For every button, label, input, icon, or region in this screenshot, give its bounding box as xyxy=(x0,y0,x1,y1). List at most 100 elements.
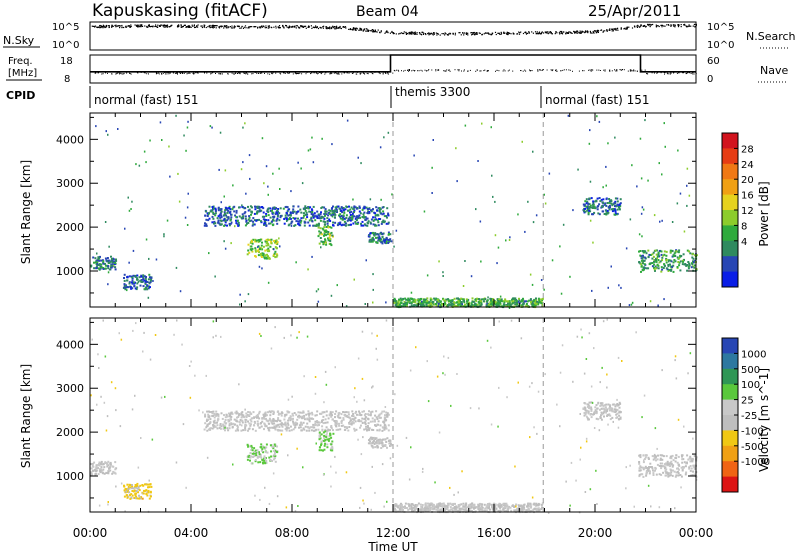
scatter-cell xyxy=(134,484,137,486)
nave-point xyxy=(120,72,122,74)
scatter-cell xyxy=(484,507,487,510)
scatter-cell xyxy=(236,219,239,222)
nave-point xyxy=(623,69,625,71)
nave-point xyxy=(115,72,117,74)
noise-point xyxy=(626,27,628,29)
scatter-cell xyxy=(450,304,453,307)
noise-point xyxy=(445,33,447,35)
noise-cell xyxy=(631,301,634,304)
nave-point xyxy=(484,69,486,71)
scatter-cell xyxy=(347,413,350,416)
scatter-cell xyxy=(279,215,282,217)
noise-point xyxy=(413,32,415,34)
scatter-cell xyxy=(273,457,276,460)
noise-point xyxy=(677,24,680,27)
cpid-segment-3: normal (fast) 151 xyxy=(545,93,649,107)
scatter-cell xyxy=(318,431,321,434)
scatter-cell xyxy=(230,415,233,418)
scatter-cell xyxy=(431,302,434,305)
scatter-cell xyxy=(694,254,697,257)
noise-cell xyxy=(551,259,554,262)
scatter-cell xyxy=(458,303,460,306)
noise-point xyxy=(466,33,468,35)
scatter-cell xyxy=(301,417,304,420)
scatter-cell xyxy=(351,410,354,413)
noise-point xyxy=(384,32,386,34)
noise-point xyxy=(516,33,518,35)
scatter-cell xyxy=(231,426,234,428)
scatter-cell xyxy=(263,417,265,420)
noise-point xyxy=(112,25,114,27)
scatter-cell xyxy=(318,230,321,233)
noise-point xyxy=(518,31,520,33)
scatter-cell xyxy=(385,427,388,430)
scatter-cell xyxy=(308,427,311,430)
nave-point xyxy=(431,69,433,71)
noise-point xyxy=(650,24,652,26)
scatter-cell xyxy=(235,222,238,225)
scatter-cell xyxy=(407,297,410,300)
scatter-cell xyxy=(104,262,106,265)
scatter-cell xyxy=(220,208,223,211)
noise-cell xyxy=(112,264,115,267)
scatter-cell xyxy=(284,206,287,209)
scatter-cell xyxy=(653,260,655,263)
scatter-cell xyxy=(378,237,381,240)
noise-point xyxy=(137,24,139,26)
scatter-cell xyxy=(273,239,276,242)
noise-point xyxy=(520,31,522,33)
nave-point xyxy=(437,69,439,71)
scatter-cell xyxy=(367,426,369,429)
scatter-cell xyxy=(216,413,219,416)
scatter-cell xyxy=(653,259,656,262)
noise-point xyxy=(626,28,628,30)
scatter-cell xyxy=(356,413,358,416)
scatter-cell xyxy=(426,502,429,505)
scatter-cell xyxy=(130,493,133,496)
noise-cell xyxy=(661,173,663,176)
scatter-cell xyxy=(264,240,267,243)
noise-point xyxy=(541,31,543,33)
noise-cell xyxy=(311,255,313,258)
noise-cell xyxy=(242,126,244,129)
scatter-cell xyxy=(299,411,302,414)
scatter-cell xyxy=(272,211,275,214)
noise-point xyxy=(380,30,382,32)
nave-point xyxy=(176,72,178,74)
noise-point xyxy=(432,32,435,34)
noise-cell xyxy=(380,198,382,201)
scatter-cell xyxy=(351,414,354,417)
noise-point xyxy=(584,32,586,34)
nave-point xyxy=(599,70,601,71)
scatter-cell xyxy=(370,210,373,213)
scatter-cell xyxy=(106,462,108,465)
scatter-cell xyxy=(421,506,424,509)
scatter-cell xyxy=(275,242,278,245)
noise-point xyxy=(528,31,530,33)
scatter-cell xyxy=(270,238,273,241)
scatter-cell xyxy=(324,442,327,445)
noise-point xyxy=(478,32,480,34)
scatter-cell xyxy=(355,207,358,210)
scatter-cell xyxy=(258,412,261,415)
scatter-cell xyxy=(290,211,293,214)
scatter-cell xyxy=(123,489,126,492)
scatter-cell xyxy=(207,413,210,416)
scatter-cell xyxy=(254,255,257,257)
scatter-cell xyxy=(379,208,382,211)
scatter-cell xyxy=(148,486,151,489)
scatter-cell xyxy=(329,429,331,432)
scatter-cell xyxy=(328,218,331,221)
scatter-cell xyxy=(208,422,211,425)
colorbar-swatch xyxy=(722,133,738,149)
scatter-cell xyxy=(248,216,251,219)
noise-cell xyxy=(224,169,227,172)
scatter-cell xyxy=(261,448,264,451)
scatter-cell xyxy=(242,217,245,220)
scatter-cell xyxy=(265,224,268,227)
scatter-cell xyxy=(268,456,271,459)
noise-point xyxy=(506,33,508,35)
scatter-cell xyxy=(397,303,400,306)
noise-point xyxy=(176,26,179,28)
nave-point xyxy=(192,71,194,73)
